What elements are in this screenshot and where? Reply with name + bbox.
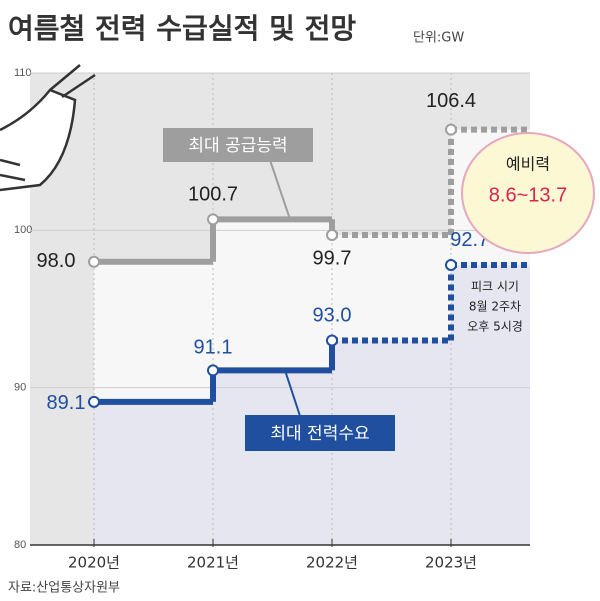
y-tick-label: 100 bbox=[14, 224, 32, 236]
value-label: 93.0 bbox=[313, 305, 352, 327]
point bbox=[326, 229, 338, 242]
value-label: 89.1 bbox=[47, 392, 86, 414]
point bbox=[207, 364, 219, 377]
demand-area bbox=[451, 264, 530, 545]
y-tick-label: 80 bbox=[14, 539, 26, 551]
source: 자료:산업통상자원부 bbox=[8, 581, 120, 596]
value-label: 98.0 bbox=[37, 250, 76, 272]
legend-box bbox=[245, 415, 395, 451]
value-label: 91.1 bbox=[194, 337, 233, 359]
point bbox=[326, 334, 338, 347]
plug-icon bbox=[0, 64, 96, 192]
peak-note: 오후 5시경 bbox=[467, 320, 523, 334]
demand-area bbox=[213, 370, 332, 545]
legend-label: 최대 공급능력 bbox=[188, 136, 287, 156]
y-tick-label: 110 bbox=[14, 67, 32, 79]
legend-box bbox=[163, 128, 313, 162]
reserve-range: 8.6~13.7 bbox=[489, 184, 567, 206]
pointer bbox=[284, 370, 301, 417]
value-label: 100.7 bbox=[188, 184, 238, 206]
y-tick-label: 90 bbox=[14, 382, 26, 394]
x-tick-label: 2022년 bbox=[306, 554, 358, 572]
plot: 80 90 100 110 2020년 2021년 2022년 2023년 98.0 100.7 9… bbox=[14, 67, 595, 572]
x-tick-label: 2023년 bbox=[425, 554, 477, 572]
point bbox=[207, 213, 219, 226]
reserve-bubble bbox=[461, 132, 595, 254]
chart-title: 여름철 전력 수급실적 및 전망 bbox=[8, 12, 356, 45]
legend-label: 최대 전력수요 bbox=[270, 424, 369, 444]
point bbox=[445, 258, 457, 271]
point bbox=[88, 395, 100, 408]
point bbox=[445, 123, 457, 136]
demand-area bbox=[94, 401, 213, 545]
x-tick-label: 2021년 bbox=[187, 554, 239, 572]
point bbox=[88, 255, 100, 268]
unit-label: 단위:GW bbox=[413, 31, 464, 46]
reserve-label: 예비력 bbox=[506, 155, 550, 174]
value-label: 99.7 bbox=[313, 247, 352, 269]
pointer bbox=[269, 159, 291, 220]
value-label: 106.4 bbox=[426, 90, 476, 112]
x-tick-label: 2020년 bbox=[68, 554, 120, 572]
peak-note: 8월 2주차 bbox=[469, 300, 521, 314]
peak-note: 피크 시기 bbox=[471, 280, 519, 294]
